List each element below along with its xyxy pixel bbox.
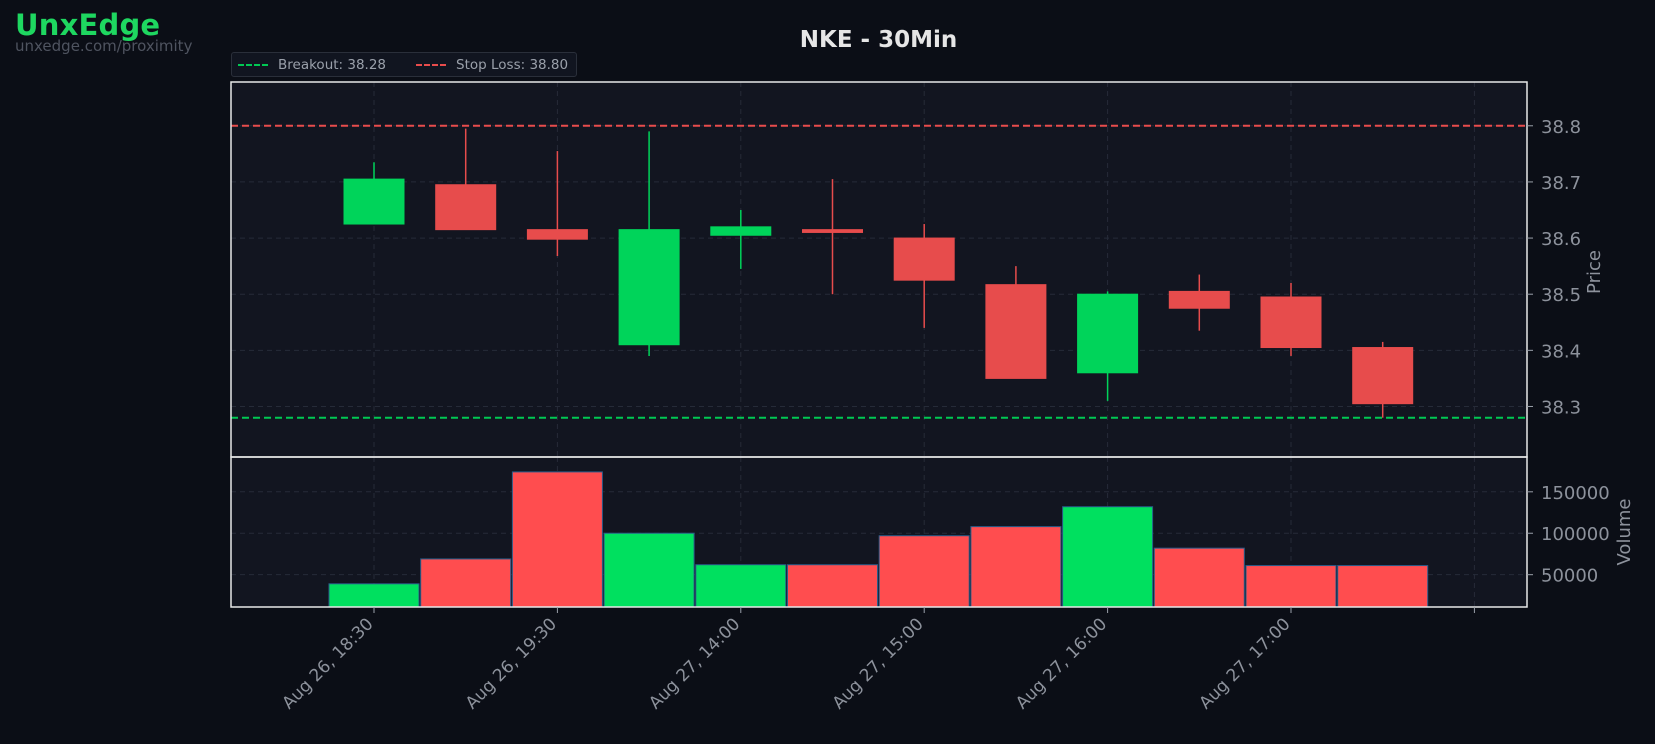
volume-bar — [1337, 565, 1429, 608]
candles — [343, 128, 1414, 418]
candle-body — [1352, 347, 1414, 405]
candle-body — [343, 178, 405, 225]
legend-label-stop-loss: Stop Loss: 38.80 — [456, 56, 569, 73]
x-tick-label: Aug 26, 19:30 — [462, 614, 561, 713]
volume-bar — [420, 558, 512, 608]
brand-logo: UnxEdge — [15, 8, 161, 42]
chart-legend: Breakout: 38.28 Stop Loss: 38.80 — [231, 52, 578, 77]
volume-bar — [511, 471, 603, 608]
price-tick-label: 38.5 — [1541, 285, 1581, 306]
candle-body — [618, 229, 680, 346]
brand-url: unxedge.com/proximity — [15, 37, 193, 55]
volume-bar — [787, 564, 878, 608]
stop-loss-line-swatch — [416, 63, 447, 66]
x-tick-label: Aug 27, 17:00 — [1196, 614, 1295, 713]
volume-bar — [328, 583, 420, 608]
candle-body — [1168, 290, 1230, 309]
level-lines — [231, 124, 1527, 419]
volume-bar — [1062, 506, 1154, 608]
legend-item-breakout: Breakout: 38.28 — [238, 57, 386, 73]
volume-bar — [878, 535, 970, 608]
candle-body — [526, 229, 588, 240]
price-tick-label: 38.8 — [1541, 117, 1581, 138]
y-axis-ticks: 38.3 38.4 38.5 38.6 38.7 38.8 50000 100000 15000… — [1527, 117, 1610, 587]
volume-bar — [603, 532, 695, 608]
legend-item-stop-loss: Stop Loss: 38.80 — [416, 57, 568, 73]
price-tick-label: 38.3 — [1541, 397, 1581, 418]
price-tick-label: 38.7 — [1541, 173, 1581, 194]
price-axis-label: Price — [1584, 250, 1605, 294]
breakout-line-swatch — [238, 63, 268, 66]
volume-bar — [1245, 565, 1337, 608]
chart-title: NKE - 30Min — [799, 27, 958, 53]
volume-bar — [1153, 547, 1245, 608]
x-tick-label: Aug 27, 14:00 — [645, 614, 744, 713]
candle-body — [435, 184, 497, 231]
price-tick-label: 38.4 — [1541, 341, 1581, 362]
candle-body — [893, 237, 955, 281]
price-tick-label: 38.6 — [1541, 229, 1581, 250]
volume-panel-frame — [230, 456, 1528, 608]
volume-tick-label: 150000 — [1541, 483, 1610, 504]
candle-body — [710, 226, 772, 236]
candle-body — [1260, 296, 1322, 349]
x-tick-label: Aug 26, 18:30 — [279, 614, 378, 713]
x-tick-label: Aug 27, 15:00 — [829, 614, 928, 713]
x-axis-ticks: Aug 26, 18:30 Aug 26, 19:30 Aug 27, 14:00 A… — [279, 607, 1475, 713]
volume-axis-label: Volume — [1614, 499, 1635, 566]
volume-bar — [970, 526, 1062, 608]
candle-body — [802, 229, 863, 233]
legend-label-breakout: Breakout: 38.28 — [278, 56, 387, 73]
grid-lines — [231, 82, 1527, 607]
candle-body — [1077, 293, 1139, 374]
volume-tick-label: 100000 — [1541, 524, 1610, 545]
x-tick-label: Aug 27, 16:00 — [1012, 614, 1111, 713]
volume-bar — [695, 564, 787, 608]
price-panel — [231, 82, 1527, 457]
volume-tick-label: 50000 — [1541, 566, 1598, 587]
candle-body — [985, 284, 1047, 379]
volume-bars — [328, 471, 1429, 608]
